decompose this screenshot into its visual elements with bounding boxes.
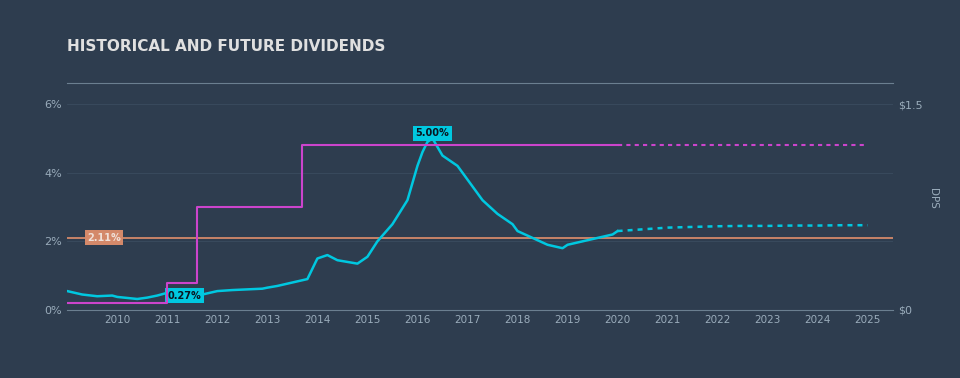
Y-axis label: DPS: DPS [928,188,938,209]
Text: 5.00%: 5.00% [416,129,449,138]
Text: 2.11%: 2.11% [87,232,121,243]
Text: HISTORICAL AND FUTURE DIVIDENDS: HISTORICAL AND FUTURE DIVIDENDS [67,39,386,54]
Text: 0.27%: 0.27% [168,291,202,301]
